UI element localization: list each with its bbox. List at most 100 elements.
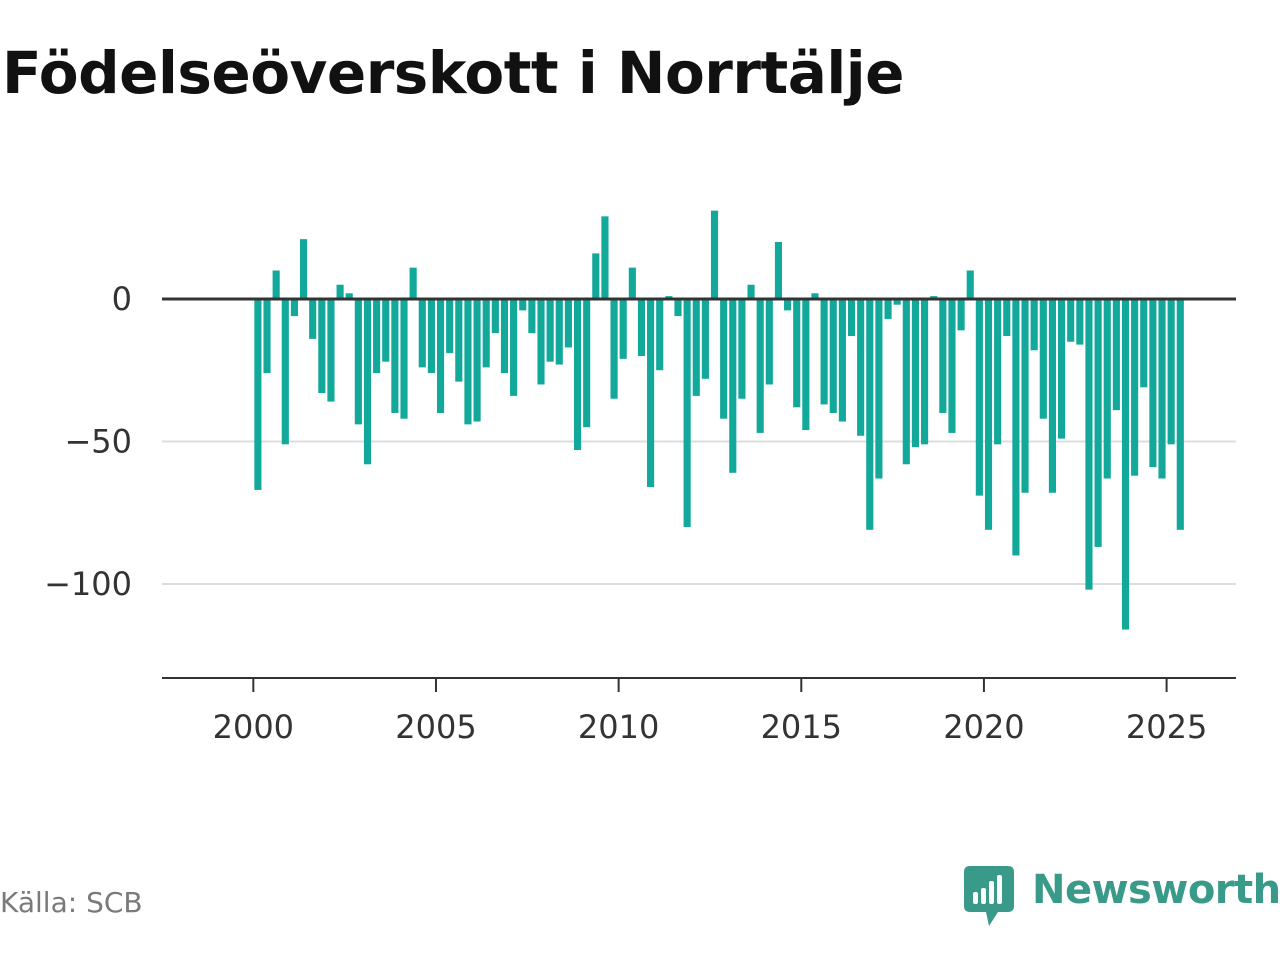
x-tick-label: 2010 (578, 708, 659, 746)
bar (254, 298, 262, 490)
bar (263, 298, 271, 374)
x-tick-label: 2025 (1126, 708, 1207, 746)
x-tick-label: 2005 (395, 708, 476, 746)
bar (382, 298, 390, 362)
bar (674, 298, 682, 317)
bar (729, 298, 737, 473)
bar (409, 267, 417, 299)
bar (354, 298, 362, 425)
bar (546, 298, 554, 362)
bar (1021, 298, 1029, 493)
bar (373, 298, 381, 374)
bar (290, 298, 298, 317)
bar (491, 298, 499, 334)
brand-name: Newsworthy (1032, 867, 1280, 913)
bar (446, 298, 454, 354)
bar (884, 298, 892, 319)
gridlines (162, 440, 1236, 585)
bar (1076, 298, 1084, 345)
bar (975, 298, 983, 496)
source-note: Källa: SCB (0, 886, 143, 919)
bar (1012, 298, 1020, 556)
bar (1131, 298, 1139, 476)
bar (774, 241, 783, 299)
bar (921, 298, 929, 445)
bar (510, 298, 518, 396)
bar (765, 298, 773, 385)
x-tick-label: 2020 (943, 708, 1024, 746)
bar (519, 298, 527, 311)
bar (847, 298, 856, 337)
bar (875, 298, 883, 479)
bar (1030, 298, 1038, 351)
bar (793, 298, 801, 408)
bar (418, 298, 426, 368)
bar (400, 298, 408, 419)
bar (537, 298, 545, 385)
bar (427, 298, 435, 374)
bar (692, 298, 700, 396)
bar (455, 298, 463, 382)
bar (1058, 298, 1066, 439)
bar (601, 216, 609, 299)
y-tick-label: −100 (44, 565, 132, 603)
bar (345, 293, 353, 299)
bar (984, 298, 993, 530)
bar (893, 298, 901, 305)
bar (637, 298, 646, 356)
bar (857, 298, 865, 436)
bar (391, 298, 399, 413)
y-tick-label: −50 (64, 422, 132, 460)
x-tick-label: 2000 (213, 708, 294, 746)
x-axis: 2000 2005 2010 2015 2020 2025 (213, 678, 1207, 746)
bar (948, 298, 956, 433)
bar (647, 298, 655, 488)
bar (327, 298, 335, 402)
bar (838, 298, 846, 422)
bar (957, 298, 965, 331)
bar (464, 298, 472, 425)
bar (1167, 298, 1175, 445)
bar (784, 298, 792, 311)
bar (656, 298, 664, 371)
bar (628, 267, 636, 299)
bar (436, 298, 445, 413)
bar (1103, 298, 1111, 479)
bar (619, 298, 627, 359)
bar (281, 298, 289, 445)
bar (911, 298, 920, 448)
bar (363, 298, 372, 465)
bar (573, 298, 582, 451)
bars (254, 210, 1184, 630)
bar (1039, 298, 1047, 419)
bar (710, 210, 719, 299)
y-tick-label: 0 (112, 280, 132, 318)
bar (1067, 298, 1075, 342)
bar (1112, 298, 1120, 411)
bar (747, 284, 755, 299)
chart-title: Födelseöverskott i Norrtälje (2, 39, 904, 107)
bar (994, 298, 1002, 445)
bar (482, 298, 490, 368)
bar (966, 270, 974, 299)
bar (1048, 298, 1056, 493)
bar (583, 298, 591, 428)
bar (318, 298, 326, 394)
bar (272, 270, 280, 299)
bar (528, 298, 536, 334)
bar (720, 298, 728, 419)
x-tick-label: 2015 (761, 708, 842, 746)
bar (309, 298, 317, 339)
bar (1094, 298, 1102, 547)
newsworthy-chart-bubble-icon (964, 866, 1014, 926)
bar (1176, 298, 1184, 530)
bar (866, 298, 874, 530)
bar (939, 298, 947, 413)
bar (738, 298, 746, 399)
bar (756, 298, 764, 433)
newsworthy-logo: Newsworthy (964, 864, 1280, 928)
bar (1149, 298, 1157, 468)
bar (592, 253, 600, 299)
bar (802, 298, 810, 431)
bar (1085, 298, 1093, 590)
